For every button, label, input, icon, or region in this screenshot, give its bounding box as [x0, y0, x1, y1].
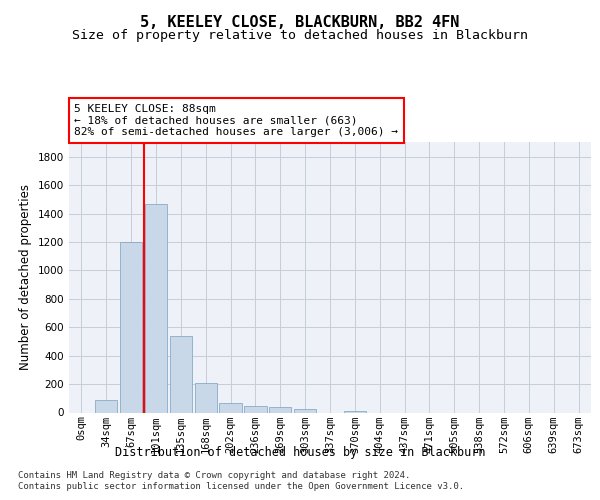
Bar: [194, 384, 217, 412]
Text: 5, KEELEY CLOSE, BLACKBURN, BB2 4FN: 5, KEELEY CLOSE, BLACKBURN, BB2 4FN: [140, 15, 460, 30]
Bar: [145, 204, 167, 412]
Bar: [344, 410, 366, 412]
Y-axis label: Number of detached properties: Number of detached properties: [19, 184, 32, 370]
Bar: [170, 336, 192, 412]
Text: Size of property relative to detached houses in Blackburn: Size of property relative to detached ho…: [72, 30, 528, 43]
Bar: [120, 242, 142, 412]
Bar: [294, 408, 316, 412]
Bar: [269, 407, 292, 412]
Text: Contains HM Land Registry data © Crown copyright and database right 2024.
Contai: Contains HM Land Registry data © Crown c…: [18, 472, 464, 490]
Text: Distribution of detached houses by size in Blackburn: Distribution of detached houses by size …: [115, 446, 485, 459]
Bar: [220, 404, 242, 412]
Text: 5 KEELEY CLOSE: 88sqm
← 18% of detached houses are smaller (663)
82% of semi-det: 5 KEELEY CLOSE: 88sqm ← 18% of detached …: [74, 104, 398, 137]
Bar: [95, 400, 118, 412]
Bar: [244, 406, 266, 412]
